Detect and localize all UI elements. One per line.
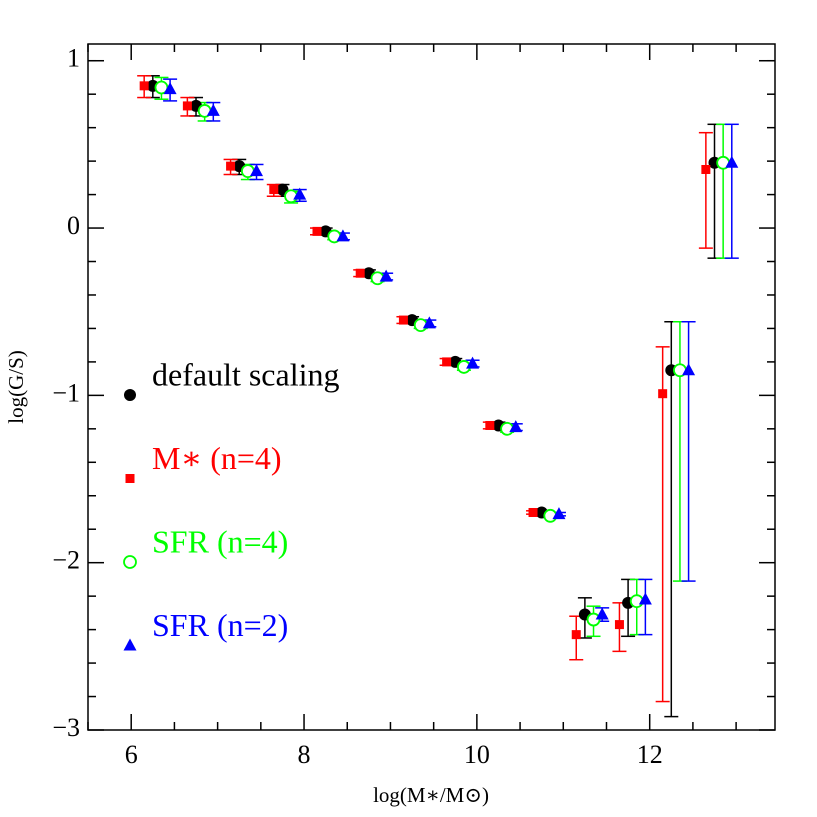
x-tick-label: 12: [637, 740, 663, 769]
x-axis-label: log(M∗/M⊙): [373, 783, 489, 807]
point: [682, 363, 696, 376]
point: [250, 164, 264, 177]
point: [638, 592, 652, 605]
legend-label: SFR (n=4): [152, 523, 288, 559]
point: [269, 185, 279, 195]
x-tick-label: 8: [298, 740, 311, 769]
point: [336, 229, 350, 242]
legend-marker: [124, 389, 136, 401]
point: [398, 315, 408, 325]
y-tick-label: −3: [52, 713, 80, 742]
y-tick-label: 1: [67, 44, 80, 73]
point: [293, 187, 307, 200]
point: [586, 612, 601, 627]
plot-frame: [87, 43, 776, 731]
point: [442, 357, 452, 367]
point: [701, 164, 711, 174]
point: [466, 356, 480, 369]
point: [312, 226, 322, 236]
legend-marker: [125, 474, 135, 483]
point: [139, 81, 149, 91]
point: [422, 316, 436, 329]
point: [658, 389, 668, 399]
point: [509, 420, 523, 433]
legend-label: default scaling: [152, 356, 339, 392]
point: [379, 269, 393, 282]
point: [552, 507, 566, 520]
y-axis-label: log(G/S): [4, 350, 28, 424]
legend-label: SFR (n=2): [152, 607, 288, 643]
point: [571, 630, 581, 640]
y-tick-label: −2: [52, 546, 80, 575]
point: [182, 101, 192, 111]
point: [485, 420, 495, 430]
x-tick-label: 6: [125, 740, 138, 769]
point: [595, 607, 609, 620]
legend-marker: [123, 555, 137, 569]
point: [528, 507, 538, 517]
legend-label: M∗ (n=4): [152, 440, 282, 476]
y-tick-label: 0: [67, 211, 80, 240]
legend-marker: [123, 638, 137, 651]
y-tick-label: −1: [52, 378, 80, 407]
point: [725, 155, 739, 168]
point: [163, 82, 177, 95]
point: [206, 103, 220, 116]
point: [226, 161, 236, 171]
point: [614, 620, 624, 630]
x-tick-label: 10: [464, 740, 490, 769]
point: [355, 268, 365, 278]
